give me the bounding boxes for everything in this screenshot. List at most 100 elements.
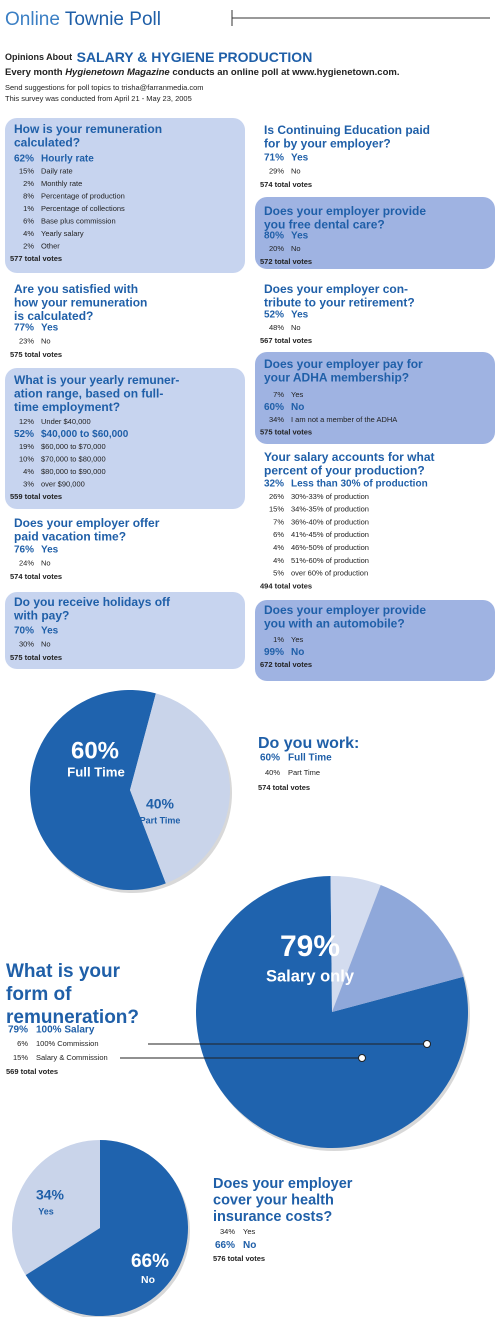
option-label: No <box>41 336 51 345</box>
option-percent: 26% <box>269 492 284 501</box>
question: is calculated? <box>14 309 93 323</box>
total-votes: 672 total votes <box>260 660 312 669</box>
option-percent: 6% <box>23 216 34 225</box>
opinions-prefix: Opinions About <box>5 52 72 62</box>
send-note: Send suggestions for poll topics to tris… <box>5 83 204 92</box>
option-percent: 4% <box>273 556 284 565</box>
option-percent: 1% <box>273 635 284 644</box>
question: Do you receive holidays off <box>14 595 171 609</box>
option-label: $70,000 to $80,000 <box>41 454 106 463</box>
pie-percent: 60% <box>71 737 119 764</box>
total-votes: 574 total votes <box>260 180 312 189</box>
option-percent: 2% <box>23 179 34 188</box>
total-votes: 577 total votes <box>10 254 62 263</box>
option-percent: 3% <box>23 479 34 488</box>
option-percent: 60% <box>260 753 280 764</box>
option-percent: 34% <box>220 1227 235 1236</box>
question: how your remuneration <box>14 295 147 309</box>
leader-dot <box>423 1040 431 1048</box>
option-label: over $90,000 <box>41 479 85 488</box>
option-label: Percentage of collections <box>41 204 125 213</box>
option-percent: 5% <box>273 569 284 578</box>
option-label: Daily rate <box>41 166 73 175</box>
option-percent: 15% <box>13 1053 28 1062</box>
pie-slice <box>25 1140 189 1316</box>
intro-part: conducts an online poll at www.hygieneto… <box>172 67 399 78</box>
option-percent: 62% <box>14 154 34 165</box>
option-label: 30%-33% of production <box>291 492 369 501</box>
option-label: Under $40,000 <box>41 417 91 426</box>
total-votes: 575 total votes <box>10 350 62 359</box>
total-votes: 569 total votes <box>6 1067 58 1076</box>
option-label: No <box>291 166 301 175</box>
pie-slice <box>12 1140 100 1276</box>
total-votes: 559 total votes <box>10 492 62 501</box>
option-label: 36%-40% of production <box>291 517 369 526</box>
option-percent: 23% <box>19 336 34 345</box>
option-label: Base plus commission <box>41 216 116 225</box>
option-percent: 7% <box>273 517 284 526</box>
pie-label: Part Time <box>140 815 181 825</box>
option-label: Other <box>41 241 60 250</box>
option-label: Yearly salary <box>41 229 84 238</box>
opinions: Opinions About SALARY & HYGIENE PRODUCTI… <box>5 49 312 67</box>
option-percent: 4% <box>23 229 34 238</box>
option-percent: 20% <box>269 244 284 253</box>
question: Is Continuing Education paid <box>264 123 430 137</box>
title-part: Online <box>5 9 60 30</box>
option-percent: 8% <box>23 191 34 200</box>
option-label: Yes <box>291 153 309 164</box>
question: Are you satisfied with <box>14 282 138 296</box>
option-percent: 19% <box>19 442 34 451</box>
option-percent: 4% <box>23 467 34 476</box>
leader-dot <box>358 1054 366 1062</box>
option-label: Yes <box>291 390 303 399</box>
question: form of <box>6 984 72 1005</box>
question: remuneration? <box>6 1007 139 1028</box>
option-percent: 29% <box>269 166 284 175</box>
question: What is your yearly remuner- <box>14 373 179 387</box>
option-percent: 30% <box>19 639 34 648</box>
option-label: No <box>243 1240 256 1251</box>
option-percent: 76% <box>14 545 34 556</box>
option-percent: 1% <box>23 204 34 213</box>
question: Does your employer offer <box>14 516 160 530</box>
option-percent: 34% <box>269 415 284 424</box>
pie-label: No <box>141 1275 155 1286</box>
option-label: over 60% of production <box>291 569 368 578</box>
question: insurance costs? <box>213 1209 332 1225</box>
option-label: No <box>291 647 304 658</box>
option-label: Full Time <box>288 753 332 764</box>
option-percent: 79% <box>8 1025 28 1036</box>
question: Does your employer pay for <box>264 357 423 371</box>
pie-percent: 79% <box>280 930 340 963</box>
total-votes: 574 total votes <box>258 783 310 792</box>
option-percent: 15% <box>19 166 34 175</box>
option-percent: 52% <box>264 310 284 321</box>
option-percent: 2% <box>23 241 34 250</box>
pie-slice <box>130 693 230 884</box>
question: you with an automobile? <box>264 616 405 630</box>
option-label: Yes <box>243 1227 255 1236</box>
poll-box <box>255 600 495 681</box>
option-label: Yes <box>41 545 59 556</box>
pie-percent: 34% <box>36 1187 65 1203</box>
total-votes: 575 total votes <box>10 653 62 662</box>
option-percent: 6% <box>273 530 284 539</box>
question: Your salary accounts for what <box>264 450 435 464</box>
total-votes: 572 total votes <box>260 257 312 266</box>
pie-slice <box>332 885 464 1012</box>
question: calculated? <box>14 135 80 149</box>
option-label: Part Time <box>288 768 320 777</box>
question: How is your remuneration <box>14 122 162 136</box>
question: Does your employer provide <box>264 204 426 218</box>
total-votes: 576 total votes <box>213 1254 265 1263</box>
poll-box <box>5 118 245 273</box>
pie-percent: 66% <box>131 1251 169 1272</box>
option-label: 51%-60% of production <box>291 556 369 565</box>
intro: Every month Hygienetown Magazine conduct… <box>5 67 399 78</box>
option-percent: 48% <box>269 323 284 332</box>
option-percent: 60% <box>264 402 284 413</box>
poll-box <box>5 368 245 509</box>
